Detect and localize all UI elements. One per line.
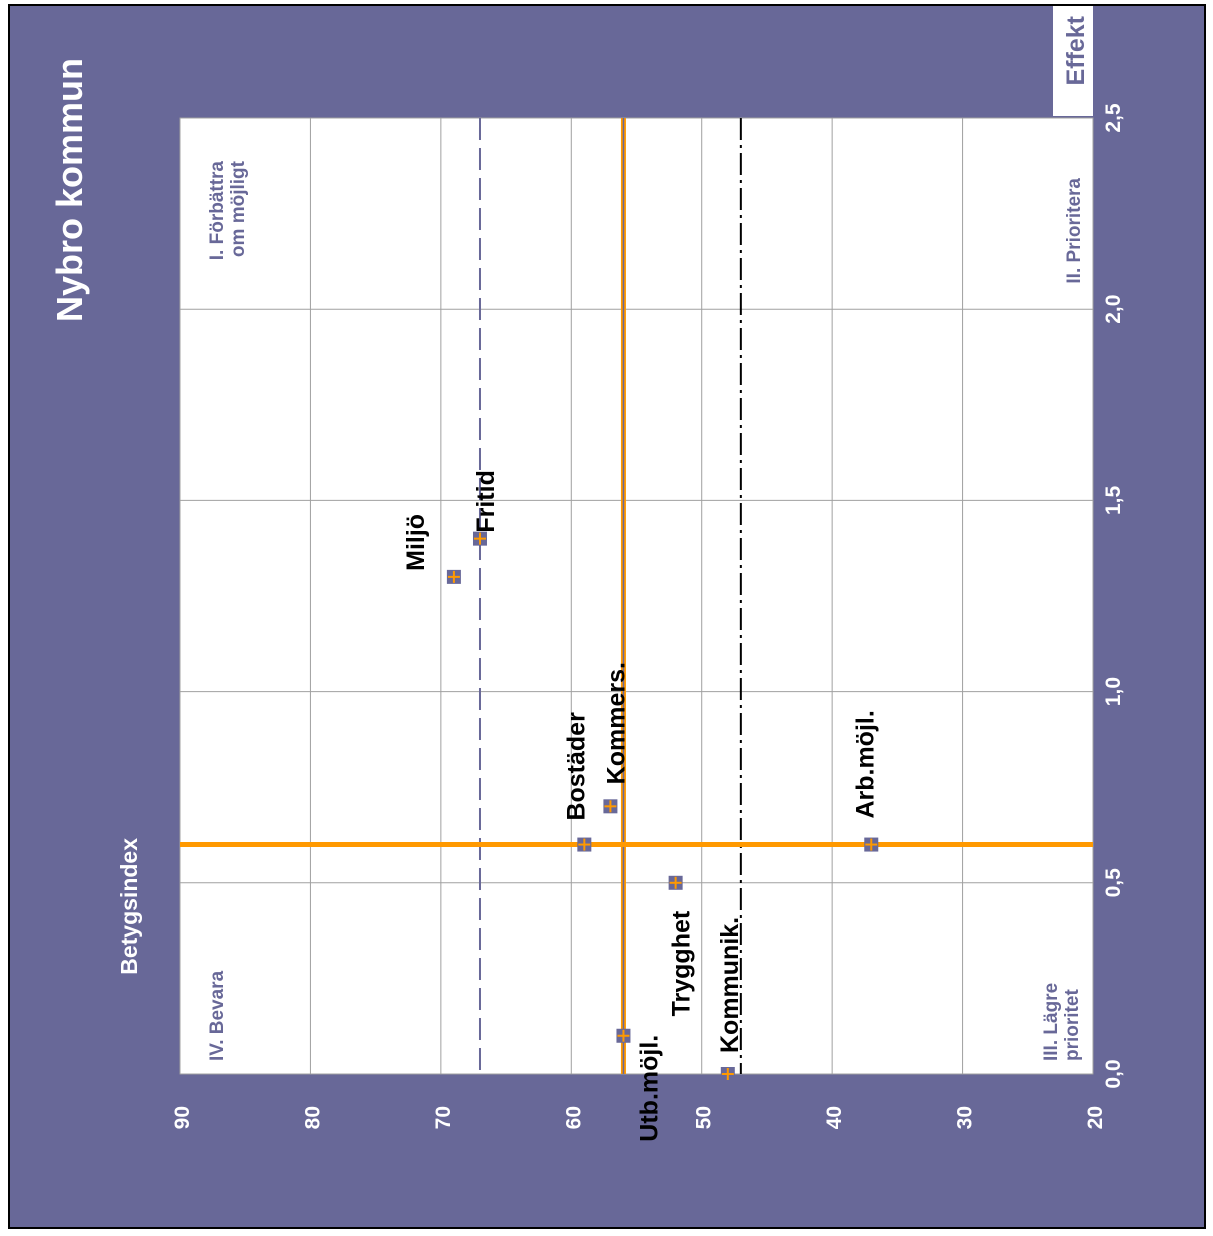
quadrant-label-q3: prioritet [1062,989,1083,1061]
quadrant-label-q1: I. Förbättra [207,161,228,261]
scatter-chart: 20 30 40 50 60 70 80 90 0,0 0,5 1,0 1,5 2,0 2,5 I. Fö… [49,6,1125,1142]
data-points [446,531,879,1081]
y-tick-label: 70 [432,1106,455,1129]
y-tick-label: 50 [693,1106,716,1129]
quadrant-labels: I. Förbättra om möjligt II. Prioritera III.… [207,160,1085,1061]
quadrant-label-q3: III. Lägre [1041,983,1062,1061]
data-labels: Fritid Miljö Bostäder Kommers. Arb.möjl. Tryg… [402,470,879,1142]
data-label: Kommers. [602,662,630,784]
y-axis-title: Betygsindex [116,838,142,975]
quadrant-label-q4: IV. Bevara [207,970,228,1061]
grid [179,117,1094,1075]
data-label: Fritid [472,470,500,533]
x-tick-label: 2,5 [1102,103,1125,133]
quadrant-label-q1: om möjligt [228,160,249,257]
y-tick-label: 20 [1084,1106,1107,1129]
quadrant-label-q2: II. Prioritera [1064,178,1085,284]
data-point [603,799,618,814]
chart-frame: 20 30 40 50 60 70 80 90 0,0 0,5 1,0 1,5 2,0 2,5 I. Fö… [8,4,1206,1229]
y-tick-label: 30 [954,1106,977,1129]
ticks: 20 30 40 50 60 70 80 90 0,0 0,5 1,0 1,5 2,0 2,5 [171,103,1125,1129]
y-tick-label: 60 [562,1106,585,1129]
x-axis-title: Effekt [1062,15,1090,85]
x-tick-label: 0,0 [1102,1059,1125,1088]
y-tick-label: 90 [171,1106,194,1129]
data-label: Trygghet [668,910,696,1016]
reference-lines [180,118,1093,1074]
data-point [668,875,683,890]
data-point [446,569,461,584]
data-point [616,1028,631,1043]
y-tick-label: 80 [301,1106,324,1129]
data-point [720,1067,735,1081]
x-tick-label: 2,0 [1102,295,1125,324]
x-tick-label: 1,5 [1102,485,1125,515]
x-tick-label: 1,0 [1102,677,1125,706]
data-label: Arb.möjl. [851,710,879,818]
data-label: Kommunik. [716,917,744,1053]
data-label: Miljö [402,514,430,571]
chart-title: Nybro kommun [49,58,90,322]
data-point [864,837,879,852]
data-label: Bostäder [562,712,590,821]
x-axis-title-bg [1053,6,1093,116]
plot-area [179,117,1094,1075]
data-label: Utb.möjl. [635,1035,663,1142]
data-point [577,837,592,852]
data-point [472,531,487,546]
x-tick-label: 0,5 [1102,868,1125,898]
y-tick-label: 40 [823,1106,846,1129]
